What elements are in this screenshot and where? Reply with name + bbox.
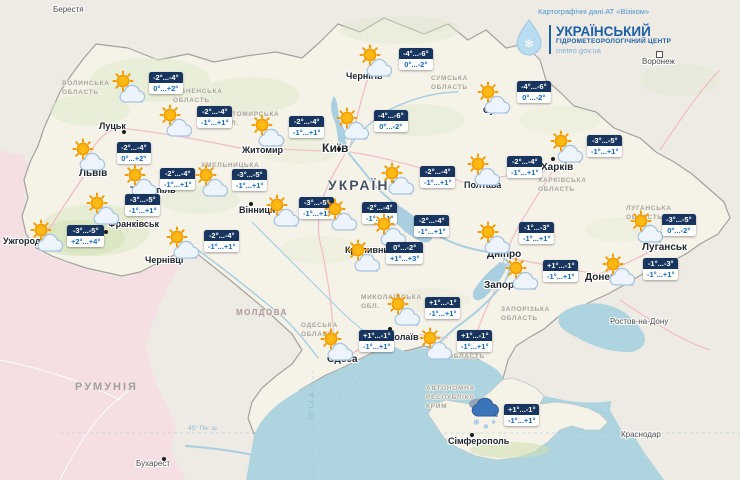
longitude-label: 30° Сх. д. — [308, 391, 315, 420]
azov-sea — [558, 303, 646, 352]
country-label-ukraine: УКРАЇНА — [328, 177, 402, 193]
hydromet-drop-logo-icon: ❄ — [514, 18, 544, 61]
taman-land — [610, 350, 740, 480]
roads-foreign — [0, 359, 131, 480]
logo-site-url: meteo.gov.ua — [556, 46, 601, 55]
logo-title: УКРАЇНСЬКИЙ — [556, 24, 651, 39]
logo-divider — [549, 25, 551, 54]
graticule-lines — [60, 370, 740, 480]
crimea-forest — [470, 442, 550, 458]
map-attribution: Картографічні дані АТ «Візіком» — [538, 7, 650, 16]
logo-subtitle: ГІДРОМЕТЕОРОЛОГІЧНИЙ ЦЕНТР — [556, 38, 672, 45]
svg-text:❄: ❄ — [524, 37, 534, 51]
latitude-label: 45° Пн. ш. — [188, 425, 219, 432]
romania-area — [0, 150, 186, 480]
